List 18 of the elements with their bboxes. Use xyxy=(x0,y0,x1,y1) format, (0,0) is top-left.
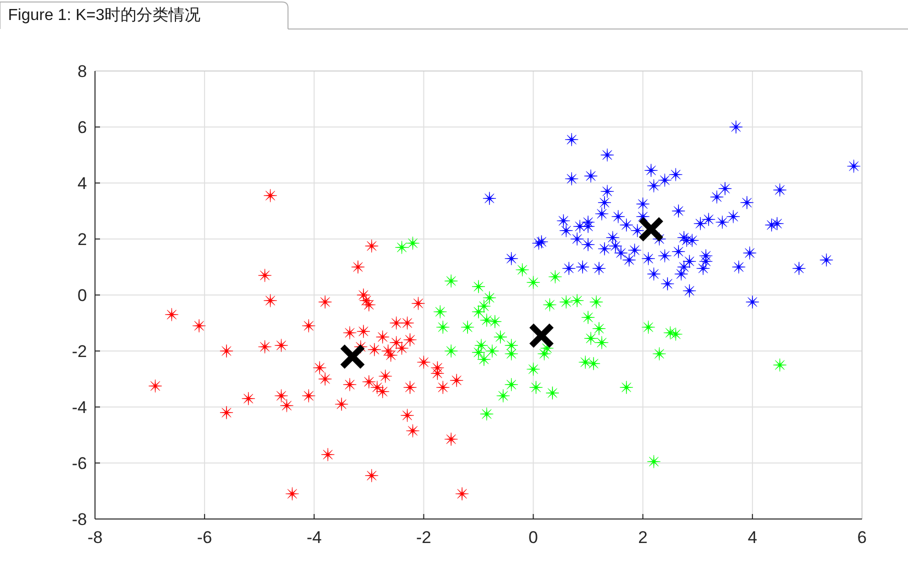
x-tick-label: 4 xyxy=(748,528,758,547)
y-tick-label: 8 xyxy=(78,62,87,81)
y-tick-label: 0 xyxy=(78,286,87,305)
x-tick-label: -2 xyxy=(416,528,432,547)
x-tick-label: 6 xyxy=(857,528,867,547)
chart-title: Figure 1: K=3时的分类情况 xyxy=(8,6,200,24)
x-tick-label: -6 xyxy=(197,528,212,547)
x-tick-label: 2 xyxy=(638,528,648,547)
y-tick-label: -4 xyxy=(72,398,87,417)
y-tick-label: 6 xyxy=(78,118,87,137)
y-tick-label: -6 xyxy=(72,454,87,473)
title: Figure 1: K=3时的分类情况 xyxy=(0,2,908,30)
y-tick-label: 2 xyxy=(78,230,87,249)
x-tick-label: 0 xyxy=(528,528,538,547)
y-tick-label: 4 xyxy=(78,174,87,193)
x-tick-label: -4 xyxy=(306,528,322,547)
y-tick-label: -2 xyxy=(72,342,87,361)
y-tick-label: -8 xyxy=(72,510,87,529)
